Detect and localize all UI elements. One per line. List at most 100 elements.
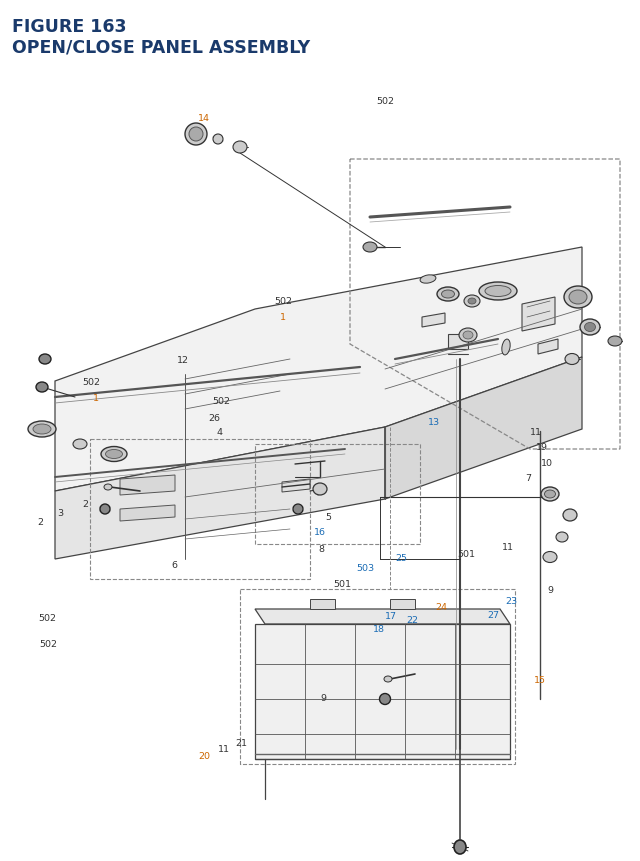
Text: 5: 5 [325, 512, 331, 521]
Polygon shape [55, 428, 385, 560]
Ellipse shape [185, 124, 207, 146]
Polygon shape [538, 339, 558, 355]
Ellipse shape [485, 286, 511, 297]
Ellipse shape [73, 439, 87, 449]
Ellipse shape [565, 354, 579, 365]
Text: 17: 17 [385, 611, 397, 620]
Ellipse shape [106, 450, 122, 459]
Text: 2: 2 [82, 499, 88, 508]
Text: 2: 2 [37, 517, 43, 526]
Polygon shape [522, 298, 555, 331]
Polygon shape [385, 357, 582, 499]
Ellipse shape [233, 142, 247, 154]
Ellipse shape [502, 340, 510, 356]
Text: 1: 1 [93, 393, 99, 402]
Ellipse shape [384, 676, 392, 682]
Polygon shape [448, 335, 468, 350]
Ellipse shape [380, 694, 390, 704]
Text: FIGURE 163: FIGURE 163 [12, 18, 127, 36]
Ellipse shape [468, 299, 476, 305]
Bar [240, 589, 515, 764]
Text: 26: 26 [208, 413, 220, 422]
Ellipse shape [459, 329, 477, 343]
Ellipse shape [28, 422, 56, 437]
Text: 27: 27 [488, 610, 500, 619]
Ellipse shape [313, 483, 327, 495]
Ellipse shape [293, 505, 303, 514]
Ellipse shape [104, 485, 112, 491]
Text: 501: 501 [458, 549, 476, 558]
Ellipse shape [101, 447, 127, 462]
Text: 503: 503 [356, 564, 374, 573]
Text: 501: 501 [333, 579, 351, 588]
Text: 7: 7 [525, 474, 531, 482]
Text: 13: 13 [428, 418, 440, 426]
Ellipse shape [479, 282, 517, 300]
Text: 12: 12 [177, 356, 189, 364]
Text: 502: 502 [274, 297, 292, 306]
Ellipse shape [213, 135, 223, 145]
Bar [90, 439, 310, 579]
Ellipse shape [437, 288, 459, 301]
Ellipse shape [36, 382, 48, 393]
Ellipse shape [563, 510, 577, 522]
Ellipse shape [454, 840, 466, 854]
Ellipse shape [463, 331, 473, 339]
Polygon shape [120, 475, 175, 495]
Text: 21: 21 [236, 738, 248, 746]
Ellipse shape [580, 319, 600, 336]
Polygon shape [55, 248, 582, 492]
Text: 3: 3 [58, 509, 64, 517]
Ellipse shape [564, 287, 592, 308]
Ellipse shape [608, 337, 622, 347]
Bar [310, 599, 335, 610]
Text: 1: 1 [280, 313, 286, 321]
Text: 24: 24 [435, 603, 447, 611]
Text: 9: 9 [547, 585, 553, 594]
Polygon shape [255, 610, 510, 624]
Text: 502: 502 [40, 640, 58, 648]
Bar [255, 444, 420, 544]
Text: 16: 16 [314, 528, 326, 536]
Ellipse shape [541, 487, 559, 501]
Text: 11: 11 [530, 428, 542, 437]
Text: 502: 502 [376, 97, 394, 106]
Text: 6: 6 [172, 561, 177, 569]
Ellipse shape [556, 532, 568, 542]
Ellipse shape [569, 291, 587, 305]
Ellipse shape [584, 323, 595, 332]
Text: 8: 8 [319, 545, 324, 554]
Polygon shape [255, 624, 510, 759]
Ellipse shape [442, 291, 454, 299]
Ellipse shape [100, 505, 110, 514]
Ellipse shape [464, 295, 480, 307]
Text: 22: 22 [406, 616, 419, 624]
Text: 502: 502 [82, 378, 100, 387]
Text: 23: 23 [506, 597, 518, 605]
Polygon shape [422, 313, 445, 328]
Text: 25: 25 [396, 554, 408, 562]
Text: 502: 502 [38, 614, 56, 623]
Polygon shape [120, 505, 175, 522]
Text: 502: 502 [212, 397, 230, 406]
Bar [390, 599, 415, 610]
Ellipse shape [363, 243, 377, 253]
Text: 11: 11 [218, 745, 230, 753]
Text: 20: 20 [198, 752, 211, 760]
Text: OPEN/CLOSE PANEL ASSEMBLY: OPEN/CLOSE PANEL ASSEMBLY [12, 38, 310, 56]
Ellipse shape [39, 355, 51, 364]
Ellipse shape [545, 491, 556, 499]
Text: 19: 19 [536, 443, 548, 451]
Text: 10: 10 [541, 459, 553, 468]
Ellipse shape [33, 424, 51, 435]
Ellipse shape [420, 276, 436, 284]
Text: 9: 9 [320, 693, 326, 702]
Text: 15: 15 [534, 676, 547, 684]
Text: 18: 18 [373, 624, 385, 633]
Text: 4: 4 [216, 428, 222, 437]
Ellipse shape [543, 552, 557, 563]
Ellipse shape [189, 127, 203, 142]
Text: 11: 11 [502, 542, 515, 551]
Polygon shape [282, 480, 310, 492]
Text: 14: 14 [198, 115, 211, 123]
